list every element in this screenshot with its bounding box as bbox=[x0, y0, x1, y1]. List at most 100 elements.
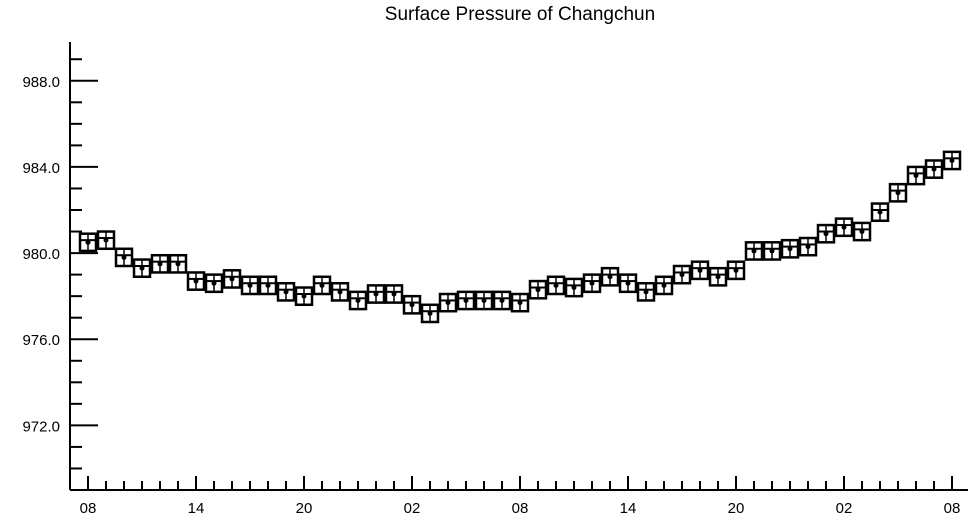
chart-axes: 972.0 976.0 980.0 984.0 988.0 08 14 20 02 08 14 20 0… bbox=[22, 42, 968, 517]
box-mean-point bbox=[463, 297, 469, 303]
x-tick-label: 02 bbox=[404, 500, 421, 517]
box-mark bbox=[186, 271, 206, 291]
box-mean-point bbox=[265, 282, 271, 288]
box-mean-point bbox=[229, 276, 235, 282]
box-mean-point bbox=[859, 229, 865, 235]
y-tick-label: 980.0 bbox=[22, 246, 60, 263]
box-mark bbox=[600, 266, 620, 287]
box-mean-point bbox=[481, 297, 487, 303]
box-mark bbox=[420, 303, 440, 324]
x-tick-label: 14 bbox=[620, 500, 637, 517]
box-mark bbox=[492, 290, 512, 311]
x-tick-label: 08 bbox=[80, 500, 97, 517]
box-mark bbox=[798, 236, 818, 257]
box-mean-point bbox=[103, 237, 109, 243]
y-tick-label: 984.0 bbox=[22, 160, 60, 177]
box-mean-point bbox=[193, 278, 199, 284]
box-mean-point bbox=[499, 297, 505, 303]
box-mark bbox=[618, 273, 638, 294]
box-mark bbox=[564, 277, 584, 298]
y-tick-label: 972.0 bbox=[22, 418, 60, 435]
box-mean-point bbox=[517, 300, 523, 306]
box-mark bbox=[852, 221, 872, 242]
box-mean-point bbox=[211, 280, 217, 286]
box-mean-point bbox=[877, 209, 883, 215]
box-mark bbox=[690, 260, 710, 281]
box-mark bbox=[762, 241, 782, 261]
box-mean-point bbox=[139, 265, 145, 271]
box-mean-point bbox=[301, 293, 307, 299]
box-mean-point bbox=[319, 282, 325, 288]
box-mark bbox=[708, 266, 728, 287]
box-mean-point bbox=[283, 289, 289, 295]
box-mean-point bbox=[931, 166, 937, 172]
x-tick-label: 08 bbox=[512, 500, 529, 517]
y-tick-label: 976.0 bbox=[22, 332, 60, 349]
box-mark bbox=[114, 247, 134, 268]
box-mark bbox=[330, 281, 350, 302]
box-mark bbox=[312, 275, 332, 296]
box-mark bbox=[582, 273, 602, 294]
box-mean-point bbox=[823, 231, 829, 237]
box-mark bbox=[528, 279, 548, 300]
box-mark bbox=[348, 290, 368, 311]
x-tick-label: 20 bbox=[728, 500, 745, 517]
box-mark bbox=[438, 292, 458, 313]
box-mark bbox=[942, 150, 962, 171]
box-mark bbox=[906, 165, 926, 186]
y-tick-label: 988.0 bbox=[22, 74, 60, 91]
box-mean-point bbox=[589, 280, 595, 286]
box-mark bbox=[744, 241, 764, 261]
box-mark bbox=[132, 258, 152, 279]
box-mean-point bbox=[373, 291, 379, 297]
box-mean-point bbox=[391, 291, 397, 297]
box-mark bbox=[546, 275, 566, 296]
box-mean-point bbox=[409, 302, 415, 308]
chart-marks bbox=[78, 150, 962, 324]
box-mark bbox=[402, 294, 422, 315]
x-tick-label: 08 bbox=[944, 500, 961, 517]
box-mean-point bbox=[175, 261, 181, 267]
box-mean-point bbox=[895, 190, 901, 196]
box-mark bbox=[726, 260, 746, 281]
box-mean-point bbox=[643, 289, 649, 295]
box-mean-point bbox=[553, 282, 559, 288]
box-mean-point bbox=[337, 289, 343, 295]
box-mean-point bbox=[247, 282, 253, 288]
box-mark bbox=[636, 281, 656, 302]
box-mean-point bbox=[733, 267, 739, 273]
box-mark bbox=[816, 223, 836, 244]
box-mean-point bbox=[625, 280, 631, 286]
box-mean-point bbox=[571, 285, 577, 291]
box-mark bbox=[96, 230, 116, 251]
box-mark bbox=[294, 286, 314, 307]
box-mean-point bbox=[769, 248, 775, 254]
box-mark bbox=[384, 284, 404, 304]
box-mark bbox=[654, 275, 674, 296]
box-mark bbox=[258, 275, 278, 296]
box-mark bbox=[150, 253, 170, 274]
box-mean-point bbox=[949, 157, 955, 163]
box-mean-point bbox=[607, 274, 613, 280]
box-mean-point bbox=[121, 254, 127, 260]
box-mark bbox=[834, 217, 854, 238]
box-mark bbox=[276, 281, 296, 302]
box-mean-point bbox=[679, 272, 685, 278]
box-mark bbox=[204, 273, 224, 294]
box-mark bbox=[924, 159, 944, 179]
x-tick-label: 02 bbox=[836, 500, 853, 517]
box-mean-point bbox=[751, 248, 757, 254]
box-mark bbox=[888, 182, 908, 203]
box-mark bbox=[366, 284, 386, 304]
box-mark bbox=[870, 202, 890, 223]
box-mean-point bbox=[535, 287, 541, 293]
box-mean-point bbox=[805, 244, 811, 250]
box-mean-point bbox=[427, 310, 433, 316]
box-mean-point bbox=[841, 224, 847, 230]
box-mean-point bbox=[787, 246, 793, 252]
box-mean-point bbox=[445, 300, 451, 306]
box-mean-point bbox=[157, 261, 163, 267]
chart-title: Surface Pressure of Changchun bbox=[384, 4, 656, 25]
box-mark bbox=[168, 253, 188, 274]
